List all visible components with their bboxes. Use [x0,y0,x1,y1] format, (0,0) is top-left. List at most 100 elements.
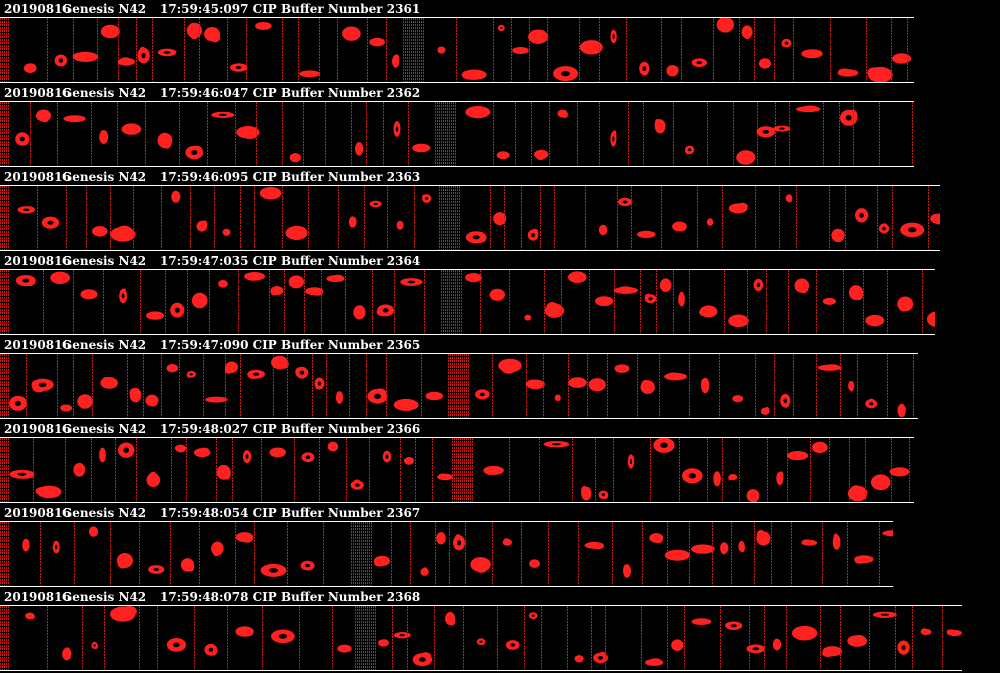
particle-image [41,216,60,229]
particle-image [529,559,540,568]
particle-image-strip [0,522,893,588]
probe-name: Genesis N42 [62,254,147,268]
particle-image [831,228,845,242]
buffer-header: 20190816 Genesis N42 17:59:47:035 CIP Buff… [0,252,1000,268]
buffer-header: 20190816 Genesis N42 17:59:47:090 CIP Buff… [0,336,1000,352]
particle-image [73,462,86,477]
particle-image [666,65,679,77]
particle-image-strip [0,186,940,252]
buffer-bottom-rule [0,82,914,83]
particle-image [99,447,106,463]
particle-images [0,354,914,418]
particle-image [31,378,54,393]
buffer-title: 17:59:48:054 CIP Buffer Number 2367 [160,505,420,521]
particle-image [878,223,890,234]
particle-image [400,278,423,286]
particle-image [840,109,858,126]
particle-image [392,54,400,68]
buffer-timestamp: 17:59:48:078 [160,590,249,604]
particle-image [224,361,239,374]
particle-image [776,471,784,486]
particle-image [716,18,734,33]
particle-image [496,151,510,160]
particle-image [738,540,745,552]
particle-image [736,150,756,165]
particle-image [659,278,672,292]
particle-image [746,489,760,502]
particle-image [230,63,248,72]
particle-image [720,542,729,555]
particle-image [412,143,431,153]
buffer-bottom-rule [0,670,962,671]
particle-image [191,292,208,309]
particle-image [9,469,35,479]
particle-image [785,194,793,203]
buffer-top-rule [0,437,914,438]
particle-image [170,302,185,318]
particle-image [259,186,282,200]
particle-image [235,626,254,637]
particle-image [270,286,284,296]
particle-image [337,644,352,653]
particle-image [373,555,390,567]
particle-image [119,288,128,304]
particle-image [88,526,99,537]
buffer-number: 2364 [386,254,421,268]
particle-image [99,130,109,144]
particle-image [772,638,782,651]
particle-image [196,220,208,232]
particle-image-strip [0,354,918,420]
particle-image [327,441,339,452]
particle-image [117,57,135,66]
particle-image [732,395,744,403]
particle-image [369,37,386,47]
particle-image [691,58,707,67]
particle-image [588,378,606,392]
particle-image [15,275,36,287]
particle-image [584,541,604,550]
particle-image [470,557,491,573]
particle-image [897,403,906,418]
particle-image [271,355,289,370]
particle-image [756,529,771,546]
particle-image [314,377,325,390]
particle-image [725,621,743,630]
particle-image [691,618,712,625]
buffer-number: 2362 [386,86,421,100]
buffer-label: CIP Buffer Number [252,506,383,520]
particle-image [524,314,532,321]
buffer-label: CIP Buffer Number [252,170,383,184]
particle-image [436,532,446,545]
probe-name: Genesis N42 [62,86,147,100]
particle-image [758,58,771,69]
particle-image [465,231,487,244]
particle-image [684,145,695,155]
particle-image [145,394,159,407]
particle-image [801,49,823,59]
probe-name: Genesis N42 [62,2,147,16]
particle-image [35,485,62,499]
probe-name: Genesis N42 [62,506,147,520]
buffer-title: 17:59:46:047 CIP Buffer Number 2362 [160,85,420,101]
particle-image [118,442,135,458]
particle-image [100,376,118,389]
buffer-timestamp: 17:59:45:097 [160,2,249,16]
particle-image [171,190,181,203]
particle-image [618,197,633,207]
particle-image [100,24,120,39]
particle-image [527,228,539,241]
particle-image [157,132,173,149]
particle-images [0,438,910,502]
particle-image [682,468,703,484]
particle-image [15,132,30,146]
particle-image [493,212,507,226]
buffer-top-rule [0,101,914,102]
buffer-label: CIP Buffer Number [252,254,383,268]
particle-image [129,387,142,403]
particle-image [946,629,962,637]
particle-image [897,640,910,655]
particle-image [110,225,136,242]
particle-image [157,48,177,57]
particle-image [528,612,538,620]
buffer-top-rule [0,521,893,522]
